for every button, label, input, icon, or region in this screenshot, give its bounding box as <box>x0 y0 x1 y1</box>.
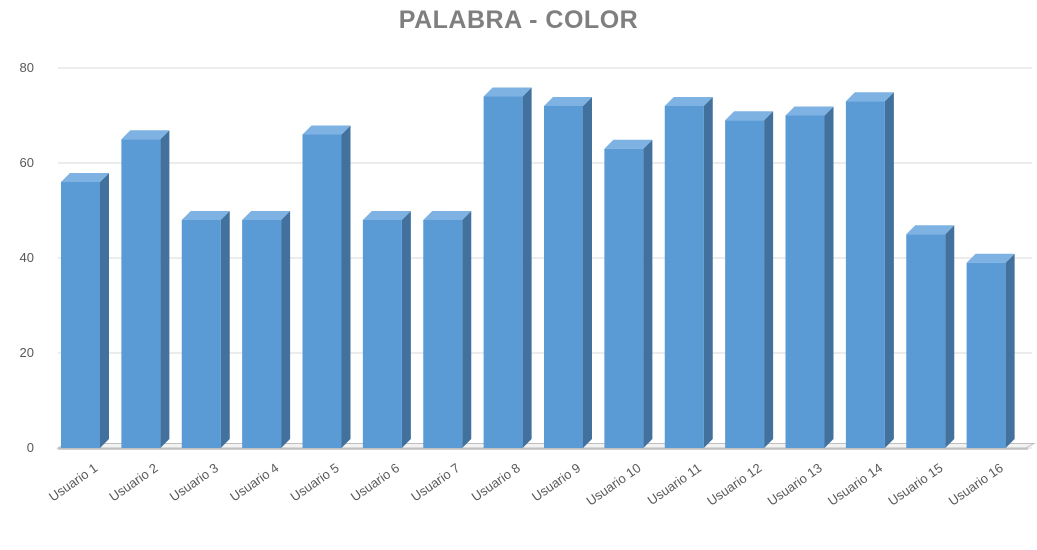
bar-top <box>906 225 955 235</box>
bar-side <box>462 211 472 448</box>
bar <box>845 92 894 448</box>
bar-front <box>121 139 161 448</box>
x-tick-label: Usuario 5 <box>288 460 342 504</box>
bar-top <box>725 111 774 121</box>
bar-side <box>160 130 170 448</box>
bar-front <box>423 220 463 448</box>
bar-side <box>764 111 774 448</box>
x-tick-label: Usuario 9 <box>529 460 583 504</box>
x-tick-label: Usuario 15 <box>885 460 945 508</box>
bar <box>906 225 955 448</box>
chart-title: PALABRA - COLOR <box>398 6 639 34</box>
x-tick-label: Usuario 7 <box>408 460 462 504</box>
bar <box>121 130 170 448</box>
x-tick-label: Usuario 4 <box>227 460 281 504</box>
bar-top <box>423 211 472 220</box>
bar <box>362 211 411 448</box>
bar <box>181 211 230 448</box>
y-tick-label: 40 <box>20 250 34 265</box>
x-tick-label: Usuario 6 <box>348 460 402 504</box>
bar-front <box>604 148 644 448</box>
y-tick-label: 20 <box>20 345 34 360</box>
x-tick-label: Usuario 1 <box>46 460 100 504</box>
bar <box>302 125 351 448</box>
bar-top <box>121 130 170 140</box>
y-tick-label: 80 <box>20 60 34 75</box>
bar <box>423 211 472 448</box>
x-tick-label: Usuario 16 <box>946 460 1006 508</box>
bar-front <box>362 220 402 448</box>
bar <box>604 139 653 448</box>
bar-front <box>61 182 100 448</box>
bar-side <box>583 97 592 448</box>
bar-top <box>664 97 713 106</box>
y-tick-label: 0 <box>27 440 34 455</box>
bar-top <box>966 253 1015 263</box>
bar <box>664 97 713 448</box>
bar-side <box>824 106 834 448</box>
x-tick-label: Usuario 2 <box>106 460 160 504</box>
x-tick-label: Usuario 8 <box>469 460 523 504</box>
bar-front <box>725 120 765 448</box>
bar-front <box>544 106 583 448</box>
bar-front <box>966 262 1006 448</box>
bar-front <box>242 220 282 448</box>
bar-top <box>302 125 351 135</box>
bar-front <box>483 96 523 448</box>
bar-front <box>785 115 825 448</box>
bar-front <box>181 220 221 448</box>
bar-top <box>604 139 653 149</box>
bar-top <box>181 211 230 220</box>
bar <box>483 87 532 448</box>
x-tick-label: Usuario 13 <box>765 460 825 508</box>
bar-side <box>281 211 291 448</box>
bar <box>61 173 109 448</box>
bar-side <box>643 139 653 448</box>
bar-top <box>61 173 109 182</box>
bar-side <box>341 125 351 448</box>
bar-side <box>703 97 713 448</box>
bar-side <box>220 211 230 448</box>
x-tick-label: Usuario 12 <box>704 460 764 508</box>
y-tick-label: 60 <box>20 155 34 170</box>
bar-front <box>302 134 342 448</box>
bar-top <box>362 211 411 220</box>
x-tick-label: Usuario 14 <box>825 460 885 508</box>
bar <box>544 97 592 448</box>
bar-side <box>401 211 411 448</box>
bar-front <box>845 101 885 448</box>
bar-top <box>544 97 592 106</box>
bar-side <box>1005 253 1015 448</box>
bar-side <box>522 87 532 448</box>
bar <box>242 211 291 448</box>
bar-top <box>483 87 532 97</box>
bar-front <box>664 106 704 448</box>
bar-side <box>945 225 955 448</box>
bar-top <box>845 92 894 102</box>
bar-front <box>906 234 946 448</box>
x-tick-label: Usuario 10 <box>583 460 643 508</box>
bar <box>785 106 834 448</box>
bar-top <box>785 106 834 116</box>
bar <box>966 253 1015 448</box>
bar-side <box>100 173 109 448</box>
bar-top <box>242 211 291 220</box>
x-tick-label: Usuario 11 <box>645 460 704 508</box>
bar-side <box>884 92 894 448</box>
x-tick-label: Usuario 3 <box>167 460 221 504</box>
bar <box>725 111 774 448</box>
